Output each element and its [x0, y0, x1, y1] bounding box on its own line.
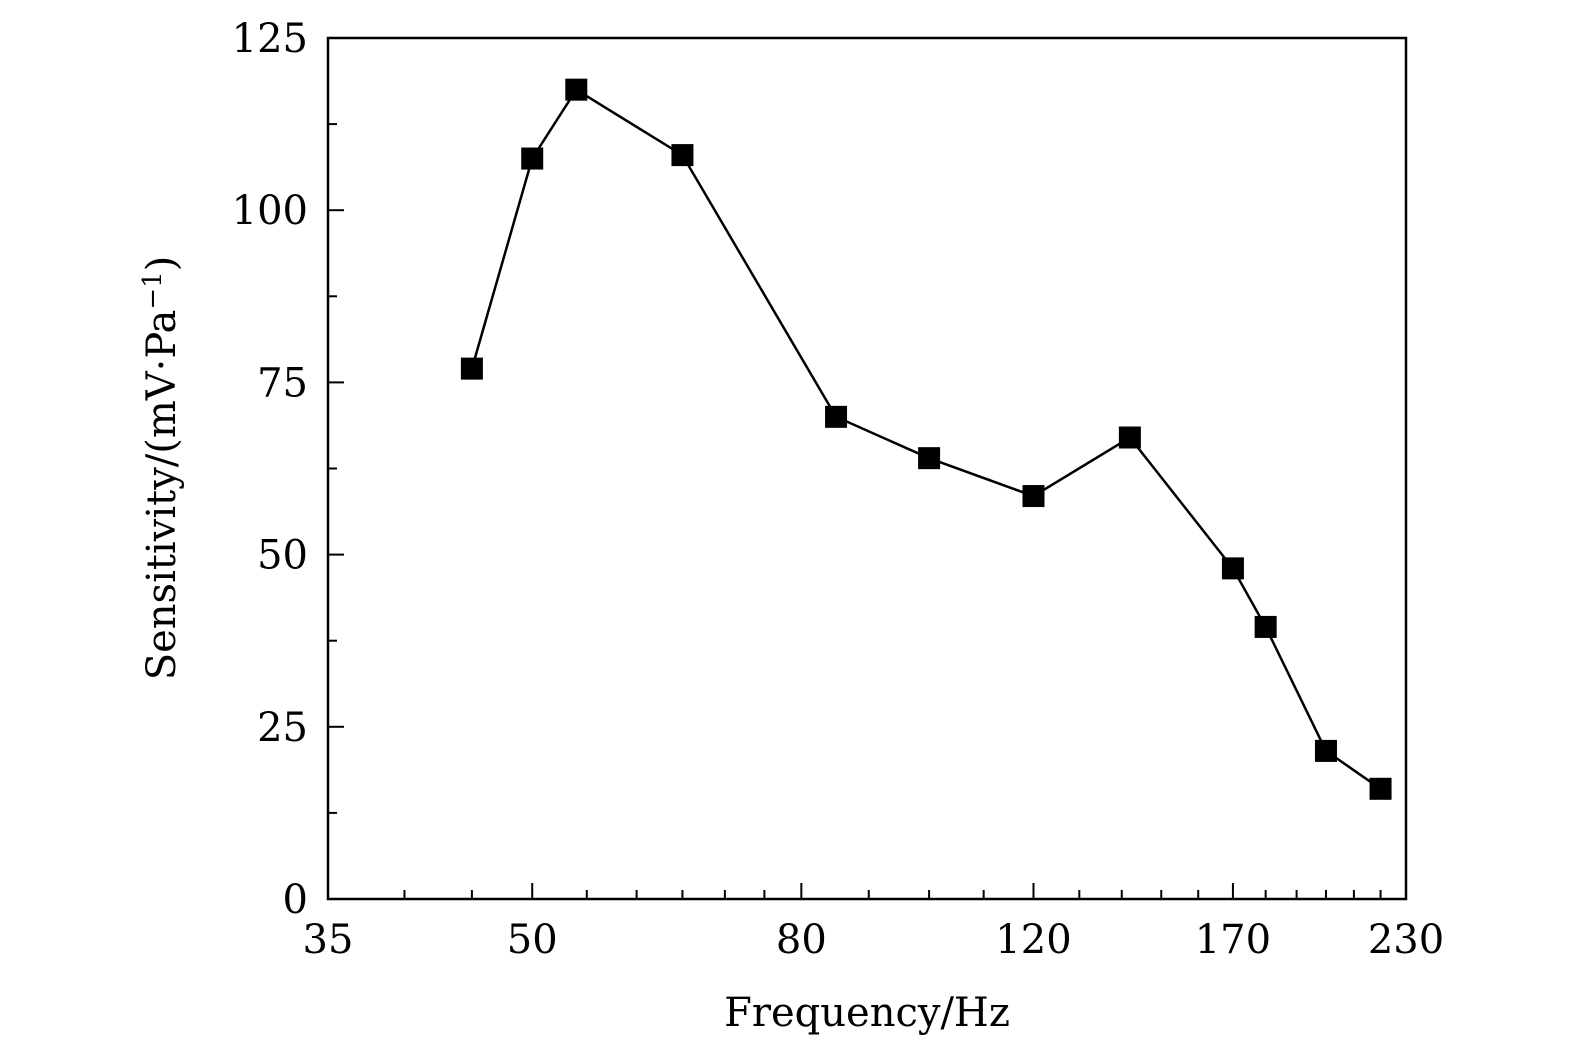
axis-ticks	[327, 37, 1407, 900]
x-tick-label: 80	[776, 917, 827, 963]
data-point	[1254, 615, 1277, 638]
y-tick-label: 50	[257, 533, 308, 579]
y-axis-title: Sensitivity/(mV·Pa−1)	[138, 256, 185, 681]
data-point	[671, 144, 694, 167]
y-tick-label: 0	[283, 877, 308, 923]
plot-frame	[326, 36, 1408, 901]
data-point	[521, 147, 544, 170]
x-tick-label: 120	[995, 917, 1071, 963]
data-point	[1221, 557, 1244, 580]
data-series	[460, 78, 1392, 800]
x-tick-label: 170	[1195, 917, 1271, 963]
y-tick-label: 25	[257, 705, 308, 751]
axis-tick-labels: 35 50 80 120 170 230 0 25 50 75 100 125	[232, 16, 1445, 963]
y-tick-label: 100	[232, 188, 308, 234]
x-tick-label: 230	[1368, 917, 1444, 963]
y-tick-label: 125	[232, 16, 308, 62]
data-point	[1369, 777, 1392, 800]
data-point	[1022, 485, 1045, 508]
data-point	[1314, 739, 1337, 762]
data-point	[460, 357, 483, 380]
x-tick-label: 35	[303, 917, 354, 963]
data-point	[918, 447, 941, 470]
x-axis-title: Frequency/Hz	[724, 990, 1010, 1036]
y-axis-title-superscript: −1	[138, 271, 168, 309]
data-point	[565, 78, 588, 101]
y-axis-title-main: Sensitivity/(mV·Pa	[139, 310, 185, 681]
y-tick-label: 75	[257, 360, 308, 406]
data-point	[825, 405, 848, 428]
series-line	[470, 87, 1382, 790]
y-axis-title-close: )	[139, 256, 185, 272]
x-tick-label: 50	[507, 917, 558, 963]
data-point	[1118, 426, 1141, 449]
